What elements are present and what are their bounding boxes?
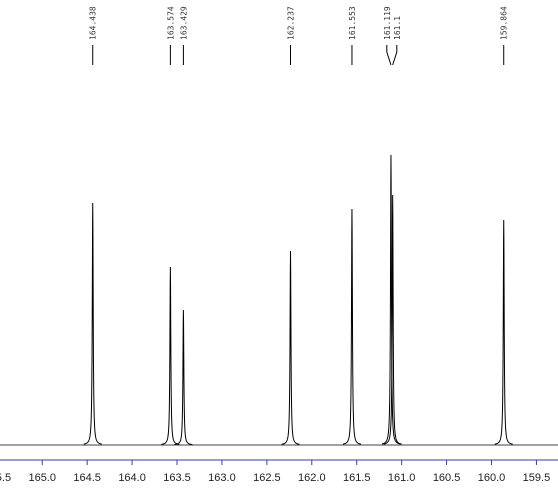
x-tick-label: 160.0: [478, 472, 506, 484]
x-tick-label: 165.5: [0, 472, 11, 484]
peak: [383, 194, 402, 445]
peak-leader: [386, 45, 392, 66]
peak-label: 161.553: [348, 6, 357, 40]
x-tick-label: 159.5: [523, 472, 551, 484]
x-tick-label: 165.0: [28, 472, 56, 484]
peak-label: 159.864: [500, 6, 509, 40]
peak-label: 161.119: [383, 6, 392, 40]
peak: [381, 154, 401, 445]
peak-label: 164.438: [89, 6, 98, 40]
peak: [174, 309, 193, 446]
x-tick-label: 161.5: [343, 472, 371, 484]
x-tick-label: 164.5: [73, 472, 101, 484]
peak: [494, 219, 513, 445]
x-tick-label: 164.0: [118, 472, 146, 484]
peak: [83, 202, 102, 445]
x-tick-label: 161.0: [388, 472, 416, 484]
x-tick-label: 160.5: [433, 472, 461, 484]
peak: [342, 208, 362, 445]
peak: [161, 266, 180, 445]
peak-leader: [392, 45, 398, 66]
peak-label: 163.429: [179, 6, 188, 40]
x-tick-label: 163.5: [163, 472, 191, 484]
x-tick-label: 162.5: [253, 472, 281, 484]
peak: [281, 250, 300, 445]
peak-label: 163.574: [166, 6, 175, 40]
x-tick-label: 162.0: [298, 472, 326, 484]
x-tick-label: 163.0: [208, 472, 236, 484]
peak-label: 161.1: [393, 16, 402, 40]
peak-label: 162.237: [287, 6, 296, 40]
